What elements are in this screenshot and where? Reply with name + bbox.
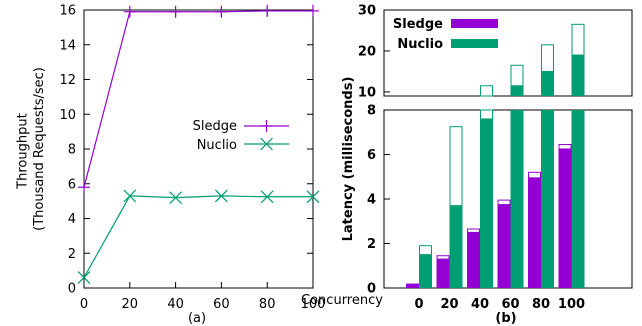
y-tick-label: 8 [68, 143, 76, 158]
x-tick-label: 60 [213, 297, 230, 312]
data-point-nuclio [169, 191, 183, 205]
bar-sledge [467, 228, 480, 288]
legend-marker-x-icon [260, 137, 273, 151]
data-point-nuclio [214, 189, 228, 203]
caption-a: (a) [188, 311, 206, 326]
data-point-nuclio [260, 190, 274, 204]
category-label: 0 [414, 297, 423, 312]
bar-sledge [406, 283, 419, 288]
plus-icon [260, 120, 273, 132]
lower-y-tick-label: 0 [367, 282, 376, 297]
legend-label-sledge-b: Sledge [393, 17, 443, 32]
y-tick-label: 16 [59, 4, 76, 19]
bar-nuclio [449, 126, 463, 288]
data-point-nuclio [77, 271, 91, 284]
data-point-sledge [78, 181, 90, 194]
bar-nuclio [419, 245, 432, 288]
lower-y-tick-label: 2 [367, 237, 376, 252]
legend-swatch-nuclio [451, 39, 498, 48]
lower-y-tick-label: 8 [367, 104, 376, 119]
series-line-sledge [83, 10, 313, 188]
y-tick-label: 10 [59, 108, 76, 123]
bar-sledge [558, 143, 572, 288]
data-point-nuclio [306, 190, 320, 204]
x-tick-label: 20 [122, 297, 139, 312]
category-label: 80 [532, 297, 550, 312]
bar-sledge [528, 171, 541, 288]
data-point-sledge [123, 5, 136, 18]
category-label: 100 [558, 297, 585, 312]
y-tick-label: 6 [68, 177, 76, 192]
data-point-sledge [261, 4, 274, 17]
category-label: 20 [440, 297, 458, 312]
data-point-nuclio [123, 189, 137, 203]
bar-nuclio [510, 64, 524, 288]
latency-bars [406, 23, 585, 289]
bar-nuclio [480, 85, 493, 289]
x-icon [260, 137, 273, 151]
throughput-chart: 0 2 4 6 8 10 12 14 16 0 20 40 60 80 100 Throughput (Th… [16, 4, 326, 326]
category-label: 40 [471, 297, 489, 312]
x-tick-label: 100 [301, 297, 326, 312]
caption-b: (b) [495, 311, 516, 326]
latency-upper-frame [383, 9, 633, 97]
bar-nuclio [571, 23, 585, 288]
y-tick-label: 2 [68, 247, 76, 262]
data-point-sledge [307, 4, 319, 17]
series-line-nuclio [83, 195, 313, 278]
throughput-legend: Sledge Nuclio [193, 119, 289, 153]
bar-sledge [436, 255, 450, 288]
throughput-ticks: 0 2 4 6 8 10 12 14 16 0 20 40 60 80 100 [59, 4, 325, 313]
legend-swatch-sledge [451, 19, 498, 28]
legend-label-sledge: Sledge [193, 119, 237, 134]
y-tick-label: 12 [59, 73, 76, 88]
concurrency-axis-label: Concurrency [301, 293, 383, 308]
bar-sledge [497, 199, 511, 288]
throughput-series [77, 4, 320, 284]
lower-y-tick-label: 6 [367, 148, 376, 163]
y-tick-label: 14 [59, 38, 76, 53]
y-tick-label: 4 [68, 212, 76, 227]
upper-y-tick-label: 10 [358, 85, 376, 100]
x-tick-label: 40 [167, 297, 184, 312]
y-tick-label: 0 [68, 282, 76, 297]
data-point-sledge [169, 5, 182, 18]
x-tick-label: 80 [259, 297, 276, 312]
throughput-y-axis-label: Throughput (Thousand Requests/sec) [16, 67, 47, 231]
legend-label-nuclio: Nuclio [197, 138, 237, 153]
lower-y-tick-label: 4 [367, 193, 376, 208]
data-point-sledge [215, 5, 228, 18]
x-tick-label: 0 [80, 297, 88, 312]
bar-nuclio [541, 44, 554, 288]
latency-y-axis-label: Latency (milliseconds) [341, 77, 356, 242]
latency-chart: 0 2 4 6 8 10 20 30 0 20 40 60 80 100 Latency (millise… [341, 4, 633, 326]
upper-y-tick-label: 30 [358, 4, 376, 19]
legend-marker-plus-icon [260, 120, 273, 132]
category-label: 60 [501, 297, 519, 312]
latency-ticks: 0 2 4 6 8 10 20 30 0 20 40 60 80 100 [358, 4, 585, 313]
upper-y-tick-label: 20 [358, 44, 376, 59]
legend-label-nuclio-b: Nuclio [397, 37, 443, 52]
latency-legend: Sledge Nuclio [393, 17, 498, 52]
